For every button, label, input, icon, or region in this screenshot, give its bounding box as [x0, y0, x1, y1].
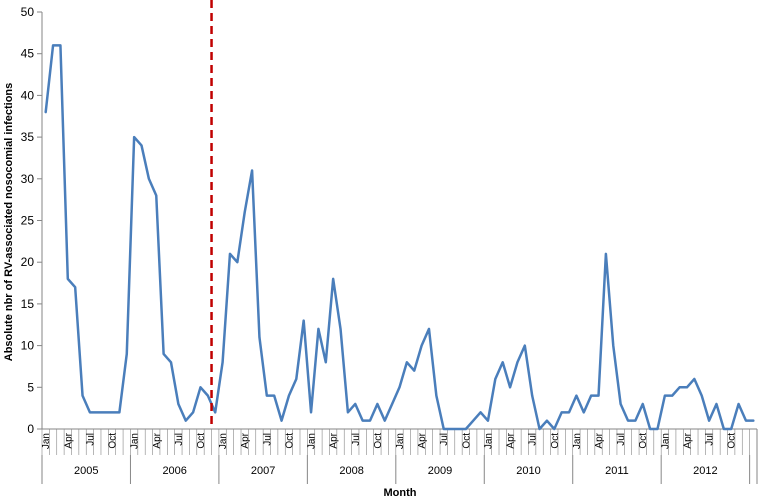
y-tick-label: 30: [21, 172, 35, 186]
x-month-label: Oct: [284, 433, 295, 449]
x-month-label: Oct: [727, 433, 738, 449]
x-month-label: Oct: [108, 433, 119, 449]
x-month-label: Jul: [705, 433, 716, 446]
y-tick-label: 20: [21, 255, 35, 269]
y-tick-label: 15: [21, 297, 35, 311]
y-tick-label: 50: [21, 5, 35, 19]
y-tick-label: 45: [21, 47, 35, 61]
y-tick-label: 25: [21, 214, 35, 228]
x-month-label: Jan: [130, 433, 141, 449]
x-month-label: Apr: [152, 432, 163, 448]
x-month-label: Apr: [63, 432, 74, 448]
x-month-label: Apr: [594, 432, 605, 448]
y-axis-title: Absolute nbr of RV-associated nosocomial…: [3, 83, 15, 362]
x-month-label: Jan: [307, 433, 318, 449]
x-month-label: Jan: [572, 433, 583, 449]
x-axis-title: Month: [384, 487, 417, 499]
y-axis: 0 5 10 15 20 25 30 35 40 45 50: [21, 5, 43, 436]
x-month-label: Jan: [483, 433, 494, 449]
x-month-label: Jul: [616, 433, 627, 446]
x-month-label: Jan: [41, 433, 52, 449]
x-year-label: 2008: [339, 465, 363, 477]
x-year-label: 2011: [605, 465, 629, 477]
x-month-label: Oct: [373, 433, 384, 449]
x-month-label: Jan: [660, 433, 671, 449]
x-month-label: Jul: [262, 433, 273, 446]
x-year-label: 2006: [162, 465, 186, 477]
x-year-label: 2005: [74, 465, 98, 477]
x-year-label: 2010: [516, 465, 540, 477]
series-layer: [44, 44, 755, 431]
y-tick-label: 40: [21, 88, 35, 102]
x-year-label: 2012: [693, 465, 717, 477]
x-month-label: Jul: [174, 433, 185, 446]
x-year-label: 2009: [428, 465, 452, 477]
x-month-label: Jul: [528, 433, 539, 446]
x-month-label: Apr: [506, 432, 517, 448]
series-line: [44, 44, 755, 431]
x-month-label: Oct: [550, 433, 561, 449]
x-month-label: Oct: [196, 433, 207, 449]
x-year-label: 2007: [251, 465, 275, 477]
x-month-label: Jan: [395, 433, 406, 449]
y-tick-label: 10: [21, 339, 35, 353]
x-month-label: Jan: [218, 433, 229, 449]
x-month-label: Oct: [461, 433, 472, 449]
x-axis: Jan Apr Jul Oct Jan Apr Jul Oct Jan Apr Jul Oct Jan A…: [41, 428, 758, 484]
y-tick-label: 0: [27, 422, 34, 436]
x-month-label: Jul: [351, 433, 362, 446]
x-month-label: Oct: [638, 433, 649, 449]
x-month-label: Apr: [329, 432, 340, 448]
x-month-label: Apr: [240, 432, 251, 448]
y-tick-label: 35: [21, 130, 35, 144]
x-month-label: Apr: [682, 432, 693, 448]
x-month-label: Apr: [417, 432, 428, 448]
x-month-label: Jul: [85, 433, 96, 446]
x-month-label: Jul: [439, 433, 450, 446]
y-tick-label: 5: [27, 380, 34, 394]
